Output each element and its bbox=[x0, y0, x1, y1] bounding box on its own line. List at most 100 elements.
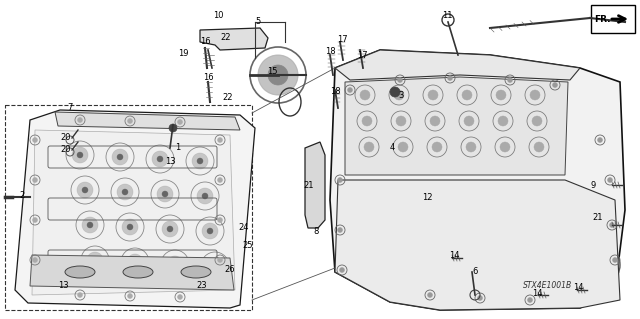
Text: 13: 13 bbox=[164, 158, 175, 167]
Circle shape bbox=[192, 153, 208, 169]
Text: 9: 9 bbox=[590, 181, 596, 189]
Circle shape bbox=[552, 83, 557, 87]
Circle shape bbox=[77, 152, 83, 158]
Circle shape bbox=[364, 142, 374, 152]
Text: 3: 3 bbox=[398, 91, 404, 100]
Circle shape bbox=[82, 217, 98, 233]
Ellipse shape bbox=[525, 231, 584, 279]
Text: 26: 26 bbox=[225, 265, 236, 275]
Circle shape bbox=[92, 257, 98, 263]
Text: 6: 6 bbox=[472, 266, 477, 276]
Circle shape bbox=[218, 137, 223, 143]
Circle shape bbox=[394, 90, 404, 100]
Circle shape bbox=[162, 221, 178, 237]
Circle shape bbox=[447, 76, 452, 80]
Circle shape bbox=[337, 227, 342, 233]
Circle shape bbox=[218, 177, 223, 182]
Circle shape bbox=[339, 268, 344, 272]
Circle shape bbox=[197, 188, 213, 204]
Circle shape bbox=[157, 186, 173, 202]
Circle shape bbox=[207, 228, 213, 234]
Text: 2: 2 bbox=[19, 191, 24, 201]
Text: 4: 4 bbox=[389, 144, 395, 152]
Circle shape bbox=[33, 257, 38, 263]
Circle shape bbox=[466, 142, 476, 152]
Text: 14: 14 bbox=[449, 250, 460, 259]
Text: 24: 24 bbox=[239, 224, 249, 233]
Polygon shape bbox=[345, 77, 568, 175]
Polygon shape bbox=[30, 255, 234, 290]
Bar bbox=[5, 105, 252, 310]
Circle shape bbox=[87, 222, 93, 228]
Text: 20: 20 bbox=[61, 132, 71, 142]
Circle shape bbox=[607, 177, 612, 182]
Text: STX4E1001B: STX4E1001B bbox=[523, 280, 572, 290]
Text: 11: 11 bbox=[442, 11, 452, 19]
Circle shape bbox=[397, 78, 403, 83]
Ellipse shape bbox=[467, 209, 543, 271]
Circle shape bbox=[360, 90, 370, 100]
Circle shape bbox=[464, 116, 474, 126]
Circle shape bbox=[396, 116, 406, 126]
Circle shape bbox=[430, 116, 440, 126]
Text: 8: 8 bbox=[314, 227, 319, 236]
Polygon shape bbox=[200, 28, 268, 50]
Text: 20: 20 bbox=[61, 145, 71, 154]
Polygon shape bbox=[15, 110, 255, 308]
Ellipse shape bbox=[569, 248, 611, 283]
Polygon shape bbox=[55, 112, 240, 130]
Circle shape bbox=[127, 254, 143, 270]
Circle shape bbox=[72, 147, 88, 163]
Text: 10: 10 bbox=[212, 11, 223, 19]
Circle shape bbox=[498, 116, 508, 126]
Text: 12: 12 bbox=[422, 194, 432, 203]
Text: 7: 7 bbox=[67, 103, 73, 113]
Circle shape bbox=[167, 256, 183, 272]
Circle shape bbox=[33, 177, 38, 182]
Circle shape bbox=[348, 87, 353, 93]
Circle shape bbox=[598, 137, 602, 143]
Circle shape bbox=[432, 142, 442, 152]
Text: 15: 15 bbox=[267, 68, 277, 77]
Circle shape bbox=[428, 293, 433, 298]
Circle shape bbox=[157, 156, 163, 162]
Circle shape bbox=[87, 252, 103, 268]
Ellipse shape bbox=[560, 240, 620, 290]
Circle shape bbox=[33, 137, 38, 143]
Text: 21: 21 bbox=[304, 182, 314, 190]
Circle shape bbox=[268, 65, 288, 85]
Text: 22: 22 bbox=[221, 33, 231, 42]
Circle shape bbox=[152, 151, 168, 167]
Text: 14: 14 bbox=[532, 290, 542, 299]
Circle shape bbox=[117, 184, 133, 200]
Ellipse shape bbox=[450, 195, 560, 285]
Circle shape bbox=[177, 120, 182, 124]
Text: 17: 17 bbox=[337, 35, 348, 44]
Polygon shape bbox=[330, 50, 625, 310]
Polygon shape bbox=[335, 50, 580, 80]
Text: 5: 5 bbox=[255, 18, 260, 26]
Circle shape bbox=[207, 258, 223, 274]
Circle shape bbox=[202, 193, 208, 199]
Circle shape bbox=[127, 293, 132, 299]
Circle shape bbox=[202, 223, 218, 239]
Circle shape bbox=[508, 78, 513, 83]
Bar bbox=[591, 5, 635, 33]
Circle shape bbox=[532, 116, 542, 126]
Circle shape bbox=[77, 182, 93, 198]
Polygon shape bbox=[335, 180, 620, 310]
Circle shape bbox=[122, 189, 128, 195]
Circle shape bbox=[258, 55, 298, 95]
Circle shape bbox=[534, 142, 544, 152]
Circle shape bbox=[477, 295, 483, 300]
Circle shape bbox=[609, 222, 614, 227]
Ellipse shape bbox=[513, 220, 597, 290]
Ellipse shape bbox=[65, 266, 95, 278]
Text: 18: 18 bbox=[324, 48, 335, 56]
Circle shape bbox=[77, 117, 83, 122]
Circle shape bbox=[33, 218, 38, 222]
Circle shape bbox=[82, 187, 88, 193]
Text: FR.: FR. bbox=[594, 14, 611, 24]
Circle shape bbox=[362, 116, 372, 126]
Text: 16: 16 bbox=[203, 73, 213, 83]
